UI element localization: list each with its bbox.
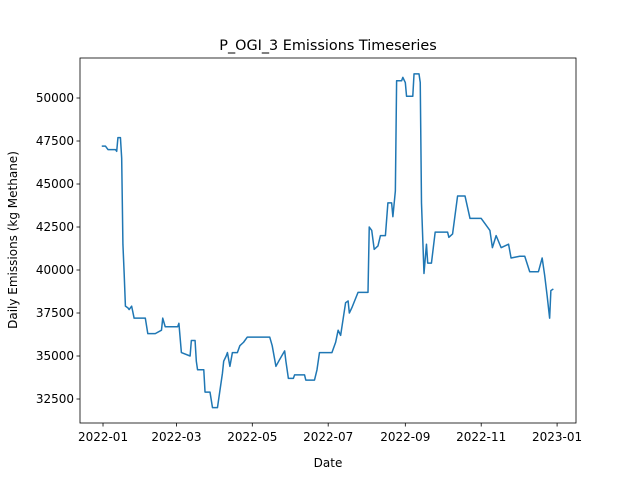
plot-frame	[79, 57, 577, 424]
chart-title: P_OGI_3 Emissions Timeseries	[219, 38, 436, 54]
x-tick-label: 2022-07	[303, 430, 353, 444]
y-tick-label: 32500	[36, 392, 74, 406]
x-axis-label: Date	[314, 456, 343, 470]
y-tick-label: 40000	[36, 263, 74, 277]
data-line	[101, 73, 554, 409]
y-tick-label: 45000	[36, 177, 74, 191]
x-tick-label: 2023-01	[532, 430, 582, 444]
y-tick-label: 37500	[36, 306, 74, 320]
x-tick-label: 2022-01	[78, 430, 128, 444]
y-tick-label: 47500	[36, 134, 74, 148]
y-axis-label: Daily Emissions (kg Methane)	[6, 151, 20, 329]
y-tick-label: 42500	[36, 220, 74, 234]
x-tick-label: 2022-05	[227, 430, 277, 444]
y-tick-label: 35000	[36, 349, 74, 363]
x-tick-label: 2022-11	[456, 430, 506, 444]
x-tick-label: 2022-09	[380, 430, 430, 444]
y-tick-label: 50000	[36, 91, 74, 105]
x-tick-label: 2022-03	[151, 430, 201, 444]
